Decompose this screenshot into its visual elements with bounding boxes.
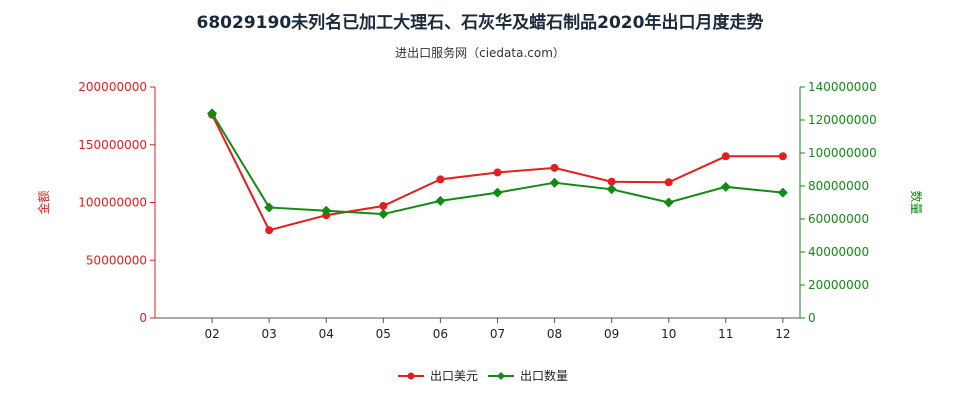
qty-data-point [663,197,674,208]
y-left-axis-label: 金额 [36,190,51,214]
y-right-tick-label: 100000000 [808,146,877,160]
y-right-tick-label: 80000000 [808,179,869,193]
usd-data-point [550,163,559,172]
usd-data-point [778,152,787,161]
x-tick-label: 03 [262,327,277,341]
qty-data-point [777,187,788,198]
qty-data-point [606,184,617,195]
y-left-tick-label: 200000000 [78,80,147,94]
qty-data-point [378,209,389,220]
series-line-qty [211,112,783,216]
x-tick-label: 06 [433,327,448,341]
y-right-tick-label: 140000000 [808,80,877,94]
qty-data-point [207,108,218,119]
x-tick-label: 10 [661,327,676,341]
y-right-axis-label: 数量 [909,190,924,214]
legend-marker [407,372,415,380]
x-tick-label: 05 [376,327,391,341]
qty-data-point [264,202,275,213]
qty-data-point [321,205,332,216]
usd-data-point [664,178,673,187]
x-tick-label: 09 [604,327,619,341]
usd-data-point [721,152,730,161]
y-right-tick-label: 20000000 [808,278,869,292]
x-tick-label: 04 [319,327,334,341]
x-tick-label: 07 [490,327,505,341]
x-tick-label: 12 [775,327,790,341]
qty-data-point [492,187,503,198]
qty-data-point [549,177,560,188]
qty-data-point [720,181,731,192]
usd-data-point [436,175,445,184]
y-left-tick-label: 50000000 [86,253,147,267]
y-left-tick-label: 150000000 [78,138,147,152]
qty-data-point [435,195,446,206]
x-tick-label: 02 [204,327,219,341]
y-left-tick-label: 100000000 [78,196,147,210]
usd-data-point [493,168,502,177]
y-right-tick-label: 0 [808,311,816,325]
chart-title: 68029190未列名已加工大理石、石灰华及蜡石制品2020年出口月度走势 [196,13,764,33]
y-right-tick-label: 40000000 [808,245,869,259]
y-right-tick-label: 120000000 [808,113,877,127]
y-left-tick-label: 0 [139,311,147,325]
usd-data-point [379,201,388,210]
x-tick-label: 11 [718,327,733,341]
y-right-tick-label: 60000000 [808,212,869,226]
legend-marker [497,372,505,380]
usd-data-point [607,177,616,186]
legend-label: 出口数量 [520,368,568,383]
x-tick-label: 08 [547,327,562,341]
chart-subtitle: 进出口服务网（ciedata.com） [395,46,565,60]
usd-data-point [265,226,274,235]
legend-label: 出口美元 [430,369,478,383]
